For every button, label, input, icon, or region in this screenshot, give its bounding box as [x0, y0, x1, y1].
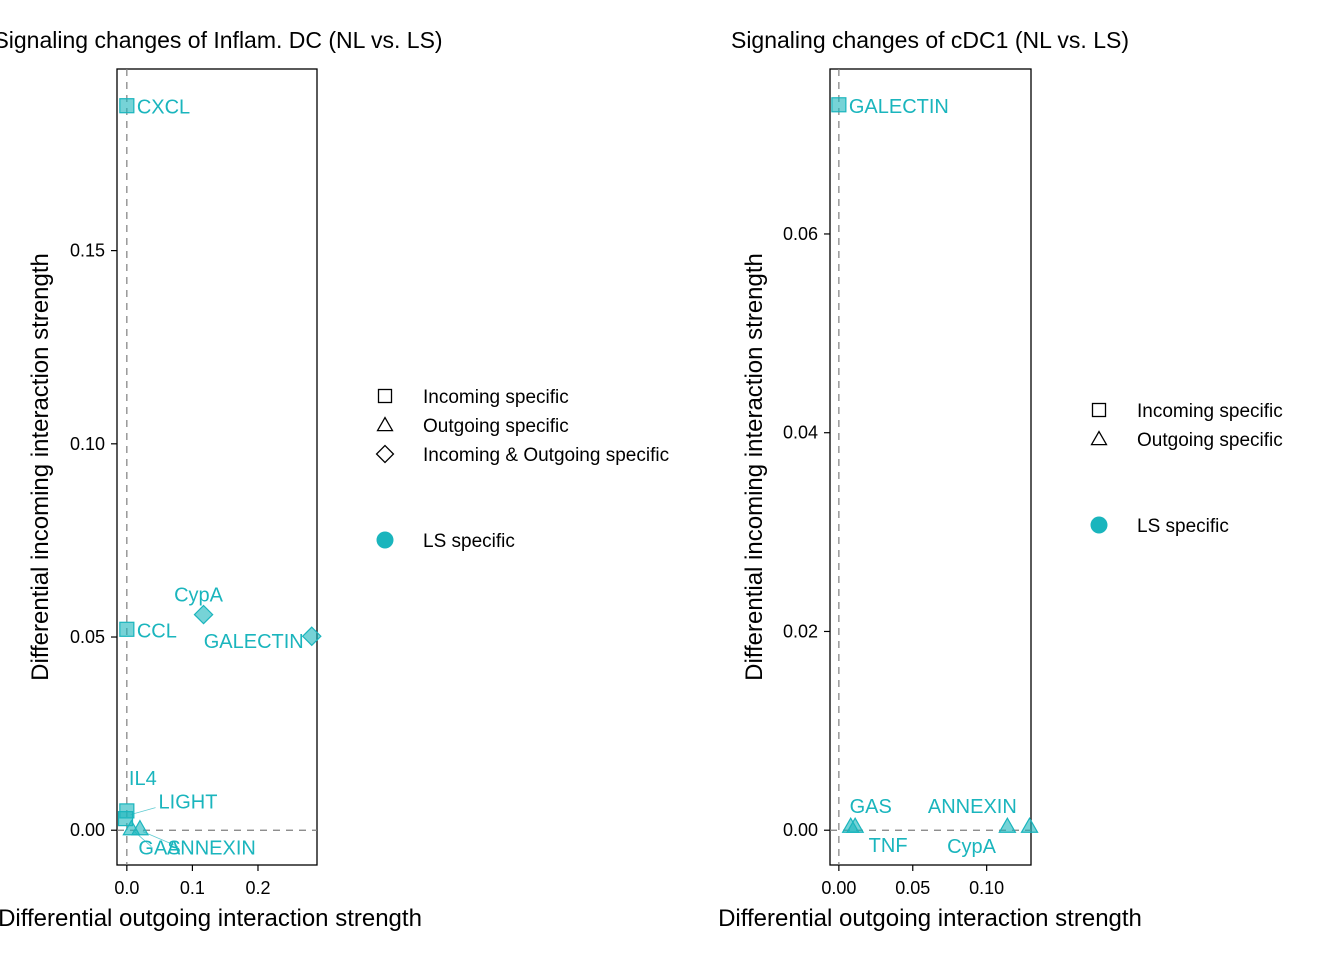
- x-axis-label: Differential outgoing interaction streng…: [718, 905, 1142, 932]
- legend: Incoming specific Outgoing specific LS spe…: [1090, 401, 1283, 537]
- data-point-light: [117, 811, 134, 827]
- legend-label: Incoming specific: [423, 387, 569, 408]
- legend-label: Incoming & Outgoing specific: [423, 445, 669, 466]
- x-tick-label: 0.10: [969, 878, 1004, 898]
- legend-label: LS specific: [1137, 516, 1229, 537]
- legend-triangle-icon: [376, 416, 394, 432]
- x-tick-label: 0.2: [245, 878, 270, 898]
- x-axis-label: Differential outgoing interaction streng…: [0, 905, 422, 932]
- y-tick-label: 0.05: [70, 627, 105, 647]
- x-tick-label: 0.0: [114, 878, 139, 898]
- legend-color-dot-icon: [1090, 516, 1108, 534]
- panel-title: Signaling changes of Inflam. DC (NL vs. …: [0, 27, 443, 53]
- data-label-gas: GAS: [850, 796, 892, 818]
- label-leader-line: [142, 831, 179, 848]
- plot-frame: [829, 68, 1032, 866]
- data-point-galectin: [301, 626, 322, 647]
- data-label-cypa: CypA: [174, 585, 224, 607]
- legend-label: Outgoing specific: [1137, 430, 1283, 451]
- data-point-cxcl: [119, 98, 135, 114]
- y-tick-label: 0.04: [783, 423, 818, 443]
- data-label-cxcl: CXCL: [137, 97, 190, 119]
- data-label-light: LIGHT: [159, 792, 218, 814]
- data-point-tnf: [846, 816, 865, 833]
- panel-inflam-dc: Signaling changes of Inflam. DC (NL vs. …: [0, 27, 669, 932]
- x-tick-label: 0.1: [180, 878, 205, 898]
- x-tick-label: 0.00: [821, 878, 856, 898]
- y-tick-label: 0.00: [70, 820, 105, 840]
- y-tick-label: 0.00: [783, 820, 818, 840]
- legend-label: Outgoing specific: [423, 416, 569, 437]
- legend-diamond-icon: [375, 444, 395, 464]
- data-point-cypa: [193, 604, 214, 625]
- y-axis-label: Differential incoming interaction streng…: [27, 253, 54, 681]
- data-point-ccl: [119, 621, 135, 637]
- data-label-galectin: GALECTIN: [849, 96, 949, 118]
- panel-title: Signaling changes of cDC1 (NL vs. LS): [731, 27, 1129, 53]
- data-point-galectin: [831, 97, 847, 113]
- data-label-tnf: TNF: [869, 835, 908, 857]
- data-label-il4: IL4: [129, 768, 157, 790]
- legend-color-dot-icon: [376, 531, 394, 549]
- legend-label: Incoming specific: [1137, 401, 1283, 422]
- panel-cdc1: Signaling changes of cDC1 (NL vs. LS) 0.…: [718, 27, 1283, 932]
- label-leader-line: [130, 807, 156, 816]
- data-label-cypa: CypA: [947, 836, 997, 858]
- y-tick-label: 0.06: [783, 224, 818, 244]
- y-axis-label: Differential incoming interaction streng…: [741, 253, 768, 681]
- data-point-cypa: [1020, 816, 1039, 833]
- legend: Incoming specific Outgoing specific Incomi…: [375, 387, 669, 552]
- plot-frame: [116, 68, 318, 866]
- data-label-annexin: ANNEXIN: [928, 796, 1017, 818]
- y-tick-label: 0.02: [783, 621, 818, 641]
- x-tick-label: 0.05: [895, 878, 930, 898]
- y-tick-label: 0.15: [70, 241, 105, 261]
- data-point-annexin: [998, 816, 1017, 833]
- data-point-annexin: [130, 819, 150, 836]
- y-tick-label: 0.10: [70, 434, 105, 454]
- data-label-annexin: ANNEXIN: [167, 838, 256, 860]
- legend-square-icon: [377, 388, 393, 404]
- legend-label: LS specific: [423, 531, 515, 552]
- legend-triangle-icon: [1090, 430, 1108, 446]
- data-label-galectin: GALECTIN: [204, 631, 304, 653]
- data-label-ccl: CCL: [137, 620, 177, 642]
- legend-square-icon: [1091, 402, 1107, 418]
